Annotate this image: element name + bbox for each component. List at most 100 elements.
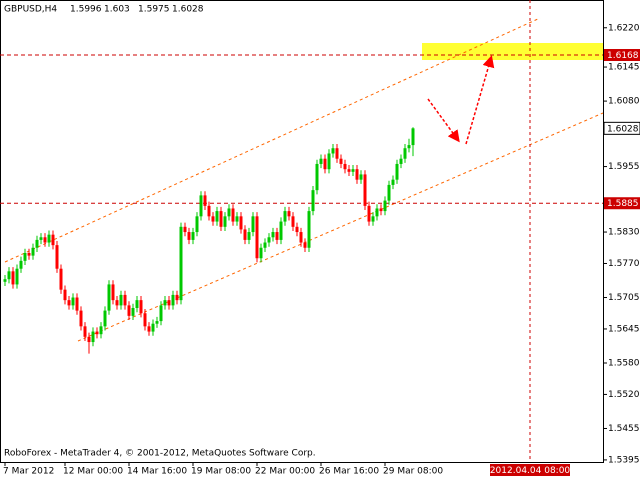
channel-upper [4, 17, 541, 263]
candle-body [395, 163, 399, 180]
candle-body [359, 174, 363, 180]
candle-body [215, 211, 219, 222]
candle-body [63, 289, 67, 301]
candle-body [271, 232, 275, 238]
candle-body [183, 226, 187, 233]
candle-body [175, 294, 179, 301]
candle-body [255, 216, 259, 259]
date-label-box [490, 464, 570, 476]
candle-body [7, 271, 11, 280]
price-label: 1.6028 [607, 124, 639, 134]
candle-body [163, 300, 167, 306]
candle-body [411, 128, 415, 146]
candle-body [51, 234, 55, 246]
candle-body [199, 195, 203, 217]
candle-body [11, 271, 15, 285]
candle-body [39, 237, 43, 240]
candle-body [139, 300, 143, 314]
candle-body [187, 232, 191, 240]
candle-body [15, 268, 19, 285]
candle-body [131, 308, 135, 316]
x-tick-label: 12 Mar 00:00 [63, 467, 123, 477]
price-label-box [603, 121, 640, 135]
candle-body [363, 174, 367, 206]
candle-body [79, 310, 83, 327]
candle-body [211, 216, 215, 222]
candle-body [103, 310, 107, 327]
candle-body [151, 323, 155, 332]
candle-body [123, 294, 127, 306]
candle-body [223, 216, 227, 227]
candle-body [251, 216, 255, 233]
candle-body [195, 216, 199, 233]
forecast-arrow-down [427, 98, 460, 143]
candle-body [303, 242, 307, 248]
candle-body [75, 297, 79, 311]
level-label-box [604, 49, 640, 61]
candle-body [399, 158, 403, 164]
y-tick-label: 1.5770 [608, 259, 640, 269]
x-tick-label: 7 Mar 2012 [3, 467, 54, 477]
candle-body [207, 205, 211, 217]
candle-body [287, 211, 291, 217]
candle-body [115, 300, 119, 306]
candle-body [107, 284, 111, 311]
candle-body [167, 300, 171, 306]
candle-body [147, 326, 151, 332]
level-label: 1.6168 [607, 51, 639, 61]
y-tick-label: 1.5580 [608, 359, 640, 369]
y-tick-label: 1.5520 [608, 390, 640, 400]
candle-body [339, 158, 343, 164]
candle-body [159, 305, 163, 322]
candle-body [299, 232, 303, 243]
candle-body [31, 247, 35, 256]
candle-body [319, 158, 323, 164]
x-tick-label: 29 Mar 08:00 [383, 467, 443, 477]
x-tick-label: 26 Mar 16:00 [319, 467, 379, 477]
candle-body [111, 284, 115, 301]
footer-credit: RoboForex - MetaTrader 4, © 2001-2012, M… [4, 449, 316, 459]
x-tick-label: 19 Mar 08:00 [191, 467, 251, 477]
symbol-label: GBPUSD,H4 [4, 5, 57, 15]
candle-body [375, 208, 379, 217]
candle-body [231, 208, 235, 222]
candle-body [315, 163, 319, 191]
candle-body [59, 268, 63, 290]
candle-body [367, 205, 371, 222]
candle-body [263, 242, 267, 248]
candle-body [19, 260, 23, 269]
header-high: 1.603 [104, 5, 130, 15]
header-open: 1.5996 [70, 5, 102, 15]
header-low: 1.5975 [138, 5, 170, 15]
candle-body [283, 211, 287, 222]
candle-body [47, 234, 51, 243]
candle-body [351, 169, 355, 172]
candle-body [379, 208, 383, 212]
y-tick-label: 1.6145 [608, 63, 640, 73]
candle-body [67, 300, 71, 306]
candle-body [143, 313, 147, 327]
candle-body [407, 145, 411, 149]
header-close: 1.6028 [172, 5, 204, 15]
candle-body [235, 216, 239, 222]
candle-body [91, 331, 95, 343]
candle-body [311, 190, 315, 212]
candle-body [335, 148, 339, 159]
candle-body [219, 211, 223, 227]
x-tick-label: 14 Mar 16:00 [127, 467, 187, 477]
candle-body [383, 200, 387, 212]
candle-body [43, 237, 47, 243]
candle-body [119, 294, 123, 306]
candle-body [99, 326, 103, 335]
channel-lower [77, 112, 604, 342]
y-tick-label: 1.5455 [608, 424, 640, 434]
target-zone [422, 43, 603, 60]
y-tick-label: 1.5830 [608, 228, 640, 238]
candle-body [23, 253, 27, 261]
plot-frame [0, 0, 604, 463]
y-tick-label: 1.6220 [608, 23, 640, 33]
candle-body [343, 163, 347, 170]
candle-body [243, 229, 247, 240]
